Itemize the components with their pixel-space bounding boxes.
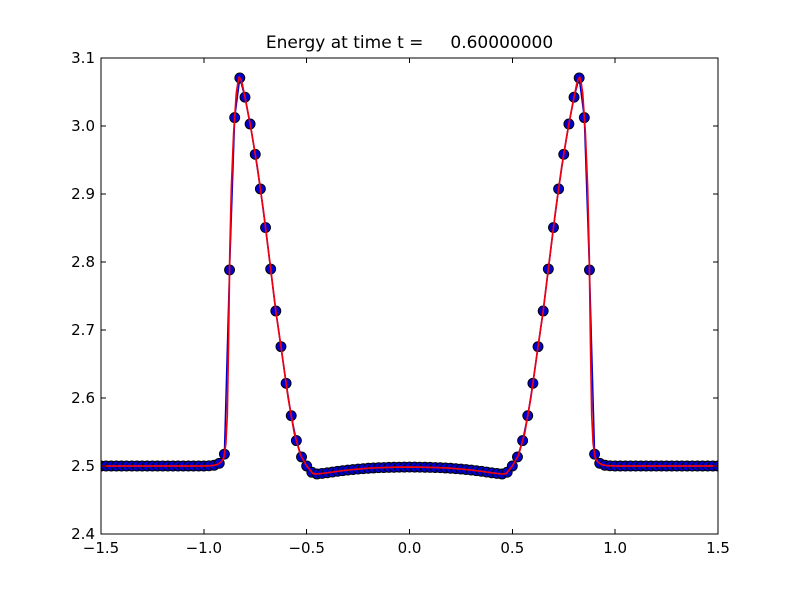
y-tick-label: 2.5 <box>71 457 95 475</box>
chart-title: Energy at time t = 0.60000000 <box>265 33 554 53</box>
x-tick-label: 1.5 <box>706 539 730 557</box>
x-tick-label: 1.0 <box>603 539 627 557</box>
x-tick-label: −1.5 <box>83 539 119 557</box>
plot-area <box>101 72 718 480</box>
y-tick-label: 2.6 <box>71 389 95 407</box>
numerical-line <box>101 77 718 475</box>
x-tick-label: 0.0 <box>398 539 422 557</box>
exact-line <box>101 76 718 475</box>
y-tick-label: 3.1 <box>71 49 95 67</box>
y-tick-label: 2.4 <box>71 525 95 543</box>
numerical-markers <box>101 72 718 480</box>
y-tick-label: 2.9 <box>71 185 95 203</box>
ticks <box>100 57 719 535</box>
x-tick-label: −0.5 <box>288 539 324 557</box>
x-tick-label: 0.5 <box>500 539 524 557</box>
y-tick-label: 3.0 <box>71 117 95 135</box>
y-tick-label: 2.8 <box>71 253 95 271</box>
y-tick-label: 2.7 <box>71 321 95 339</box>
x-tick-label: −1.0 <box>186 539 222 557</box>
